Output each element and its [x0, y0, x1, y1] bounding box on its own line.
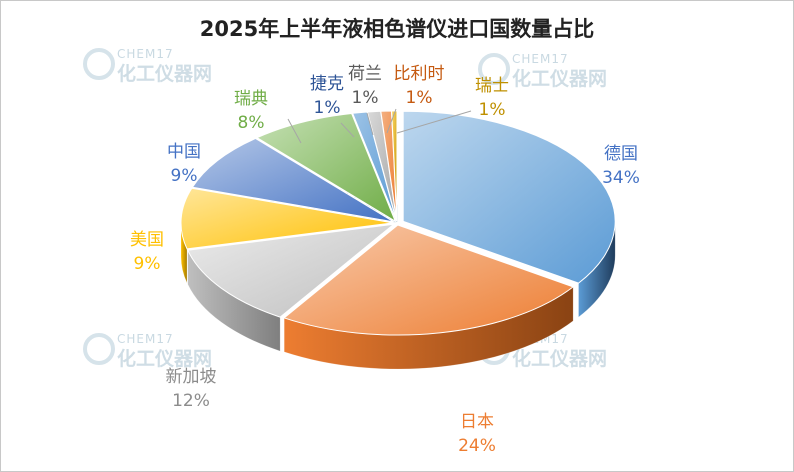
watermark-brand-cn: 化工仪器网: [117, 347, 212, 370]
leader-lines: [287, 108, 472, 144]
data-label-percent: 1%: [406, 88, 433, 108]
pie-slice-新加坡: [187, 223, 396, 318]
pie-slice-瑞典: [255, 112, 397, 223]
pie-slice-中国: [191, 137, 394, 223]
leader-line-捷克: [340, 122, 355, 138]
data-label-name: 瑞典: [234, 89, 268, 109]
data-label-percent: 12%: [172, 391, 210, 411]
watermark-brand-en: CHEM17: [512, 52, 569, 66]
data-label-percent: 9%: [171, 166, 198, 186]
watermark-brand-cn: 化工仪器网: [512, 67, 607, 90]
watermark-logo-icon: [83, 48, 115, 80]
data-label-percent: 9%: [134, 254, 161, 274]
data-label-name: 荷兰: [348, 64, 382, 84]
data-label-name: 捷克: [310, 74, 344, 94]
leader-line-瑞士: [396, 110, 472, 134]
data-label-name: 美国: [130, 230, 164, 250]
data-labels: 德国 34% 日本 24% 新加坡 12% 美国 9% 中国 9% 瑞典 8% 捷克 1% 荷兰 1% 比利时 1…: [130, 64, 640, 456]
data-label-name: 德国: [604, 144, 638, 164]
pie-slice-德国: [402, 110, 616, 284]
data-label-name: 中国: [167, 142, 201, 162]
chart-title: 2025年上半年液相色谱仪进口国数量占比: [199, 17, 595, 41]
leader-line-荷兰: [366, 112, 374, 136]
pie-slice-瑞士: [391, 110, 398, 221]
data-label-percent: 34%: [602, 168, 640, 188]
data-label-name: 比利时: [394, 64, 445, 84]
leader-line-瑞典: [287, 118, 302, 144]
pie-slice-美国: [180, 187, 394, 250]
data-label-name: 新加坡: [166, 367, 217, 387]
watermark-brand-cn: 化工仪器网: [512, 347, 607, 370]
watermark-logo-icon: [83, 333, 115, 365]
data-label-percent: 8%: [238, 113, 265, 133]
watermark-logo-icon: [478, 53, 510, 85]
data-label-name: 瑞士: [475, 76, 509, 96]
watermark-brand-en: CHEM17: [117, 47, 174, 61]
data-label-percent: 24%: [458, 436, 496, 456]
leader-line-比利时: [386, 108, 397, 134]
watermark-brand-en: CHEM17: [117, 332, 174, 346]
data-label-percent: 1%: [479, 100, 506, 120]
data-label-percent: 1%: [314, 98, 341, 118]
data-label-percent: 1%: [352, 88, 379, 108]
data-label-name: 日本: [460, 412, 494, 432]
watermark-brand-cn: 化工仪器网: [117, 62, 212, 85]
pie-tops: [180, 110, 616, 336]
pie-slice-日本: [283, 224, 575, 336]
